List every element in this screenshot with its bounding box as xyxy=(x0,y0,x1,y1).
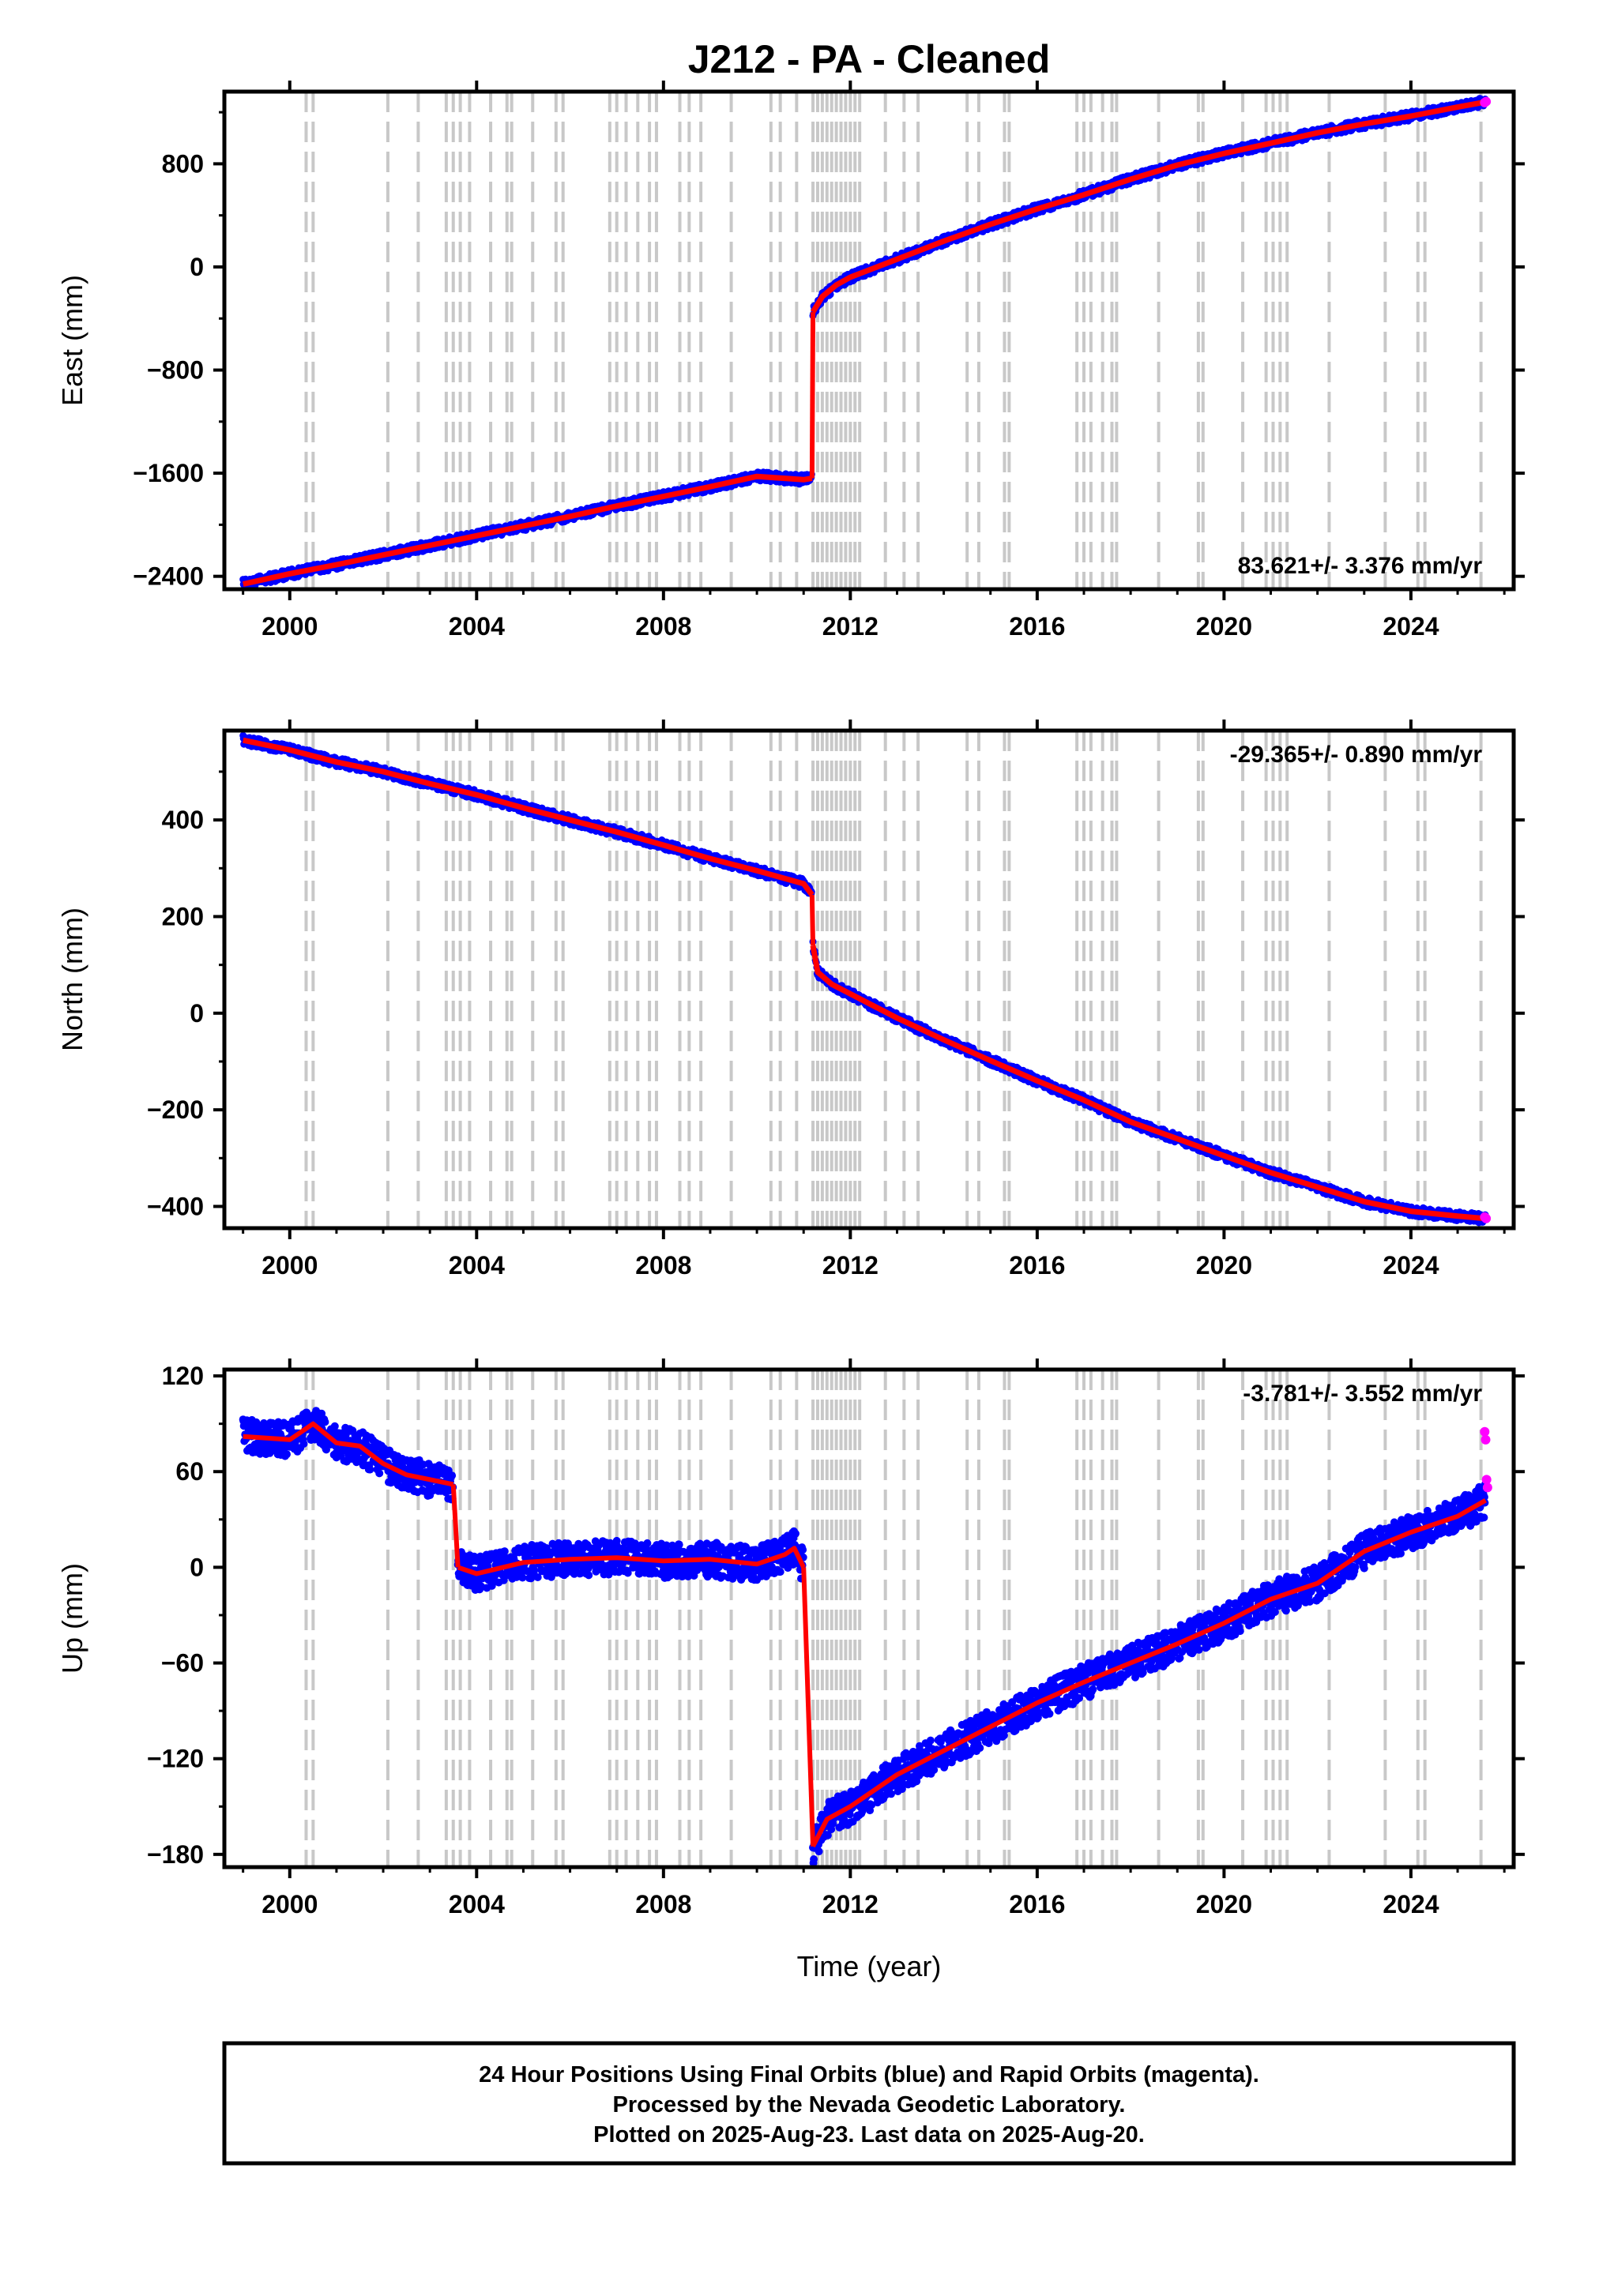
x-tick-label: 2020 xyxy=(1196,612,1252,641)
final-orbit-dots-east-0 xyxy=(239,468,815,592)
x-tick-label: 2008 xyxy=(635,612,691,641)
panel-east: −2400 −1600 −800 0 800 2000 2004 2008 2012 2016 20… xyxy=(56,81,1525,641)
x-tick-label: 2024 xyxy=(1383,612,1439,641)
y-tick-label: −1600 xyxy=(133,459,204,487)
y-tick-label: 0 xyxy=(190,253,204,281)
final-orbit-dots-north-1 xyxy=(810,938,1489,1227)
chart-title: J212 - PA - Cleaned xyxy=(688,37,1051,81)
x-tick-label: 2012 xyxy=(822,612,879,641)
y-tick-label: 800 xyxy=(162,149,204,178)
y-axis-label-east: East (mm) xyxy=(56,275,88,406)
offset-jump-east-0 xyxy=(812,312,813,479)
panels: −2400 −1600 −800 0 800 2000 2004 2008 2012 2016 20… xyxy=(56,81,1525,1918)
x-tick-label: 2000 xyxy=(261,612,318,641)
plot-area-north xyxy=(239,731,1491,1228)
y-tick-label: −800 xyxy=(147,356,204,385)
x-tick-label: 2004 xyxy=(449,612,505,641)
x-tick-label: 2016 xyxy=(1009,612,1065,641)
plot-area-east xyxy=(239,92,1491,592)
final-orbit-dots-east-1 xyxy=(810,95,1489,319)
y-tick-label: −2400 xyxy=(133,562,204,591)
rate-label-east: 83.621+/- 3.376 mm/yr xyxy=(1238,553,1483,579)
rapid-position-dot xyxy=(1481,97,1491,107)
